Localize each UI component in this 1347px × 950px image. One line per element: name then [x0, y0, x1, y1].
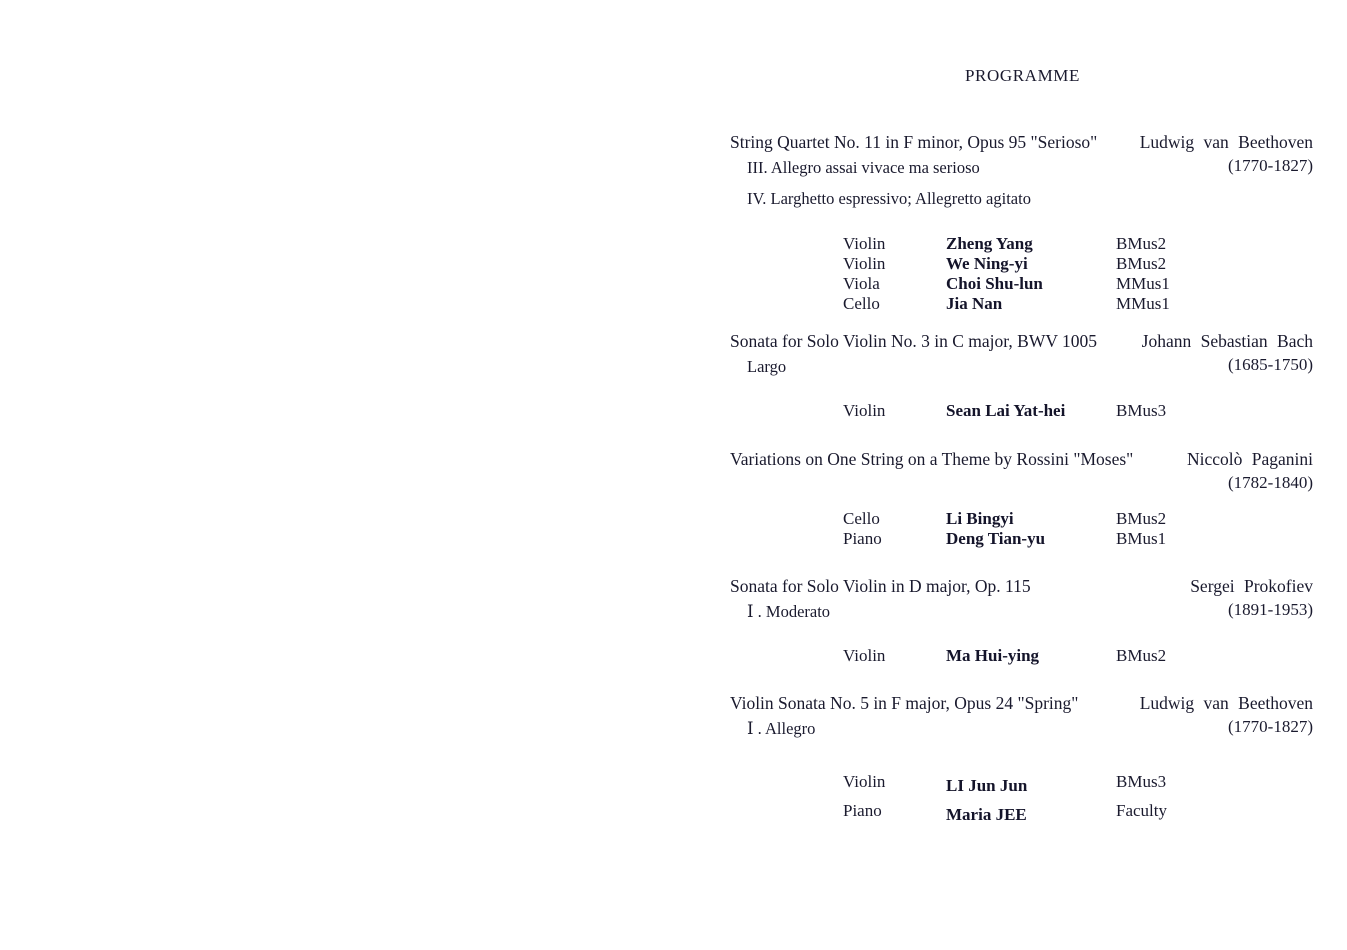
- piece-title: Sonata for Solo Violin No. 3 in C major,…: [730, 331, 1098, 351]
- performer-name: LI Jun Jun: [946, 776, 1028, 795]
- programme-item: Sonata for Solo Violin No. 3 in C major,…: [730, 331, 1315, 420]
- programme-item: Variations on One String on a Theme by R…: [730, 449, 1315, 548]
- performer-degree: MMus1: [1116, 294, 1170, 313]
- composer-name: Ludwig van Beethoven: [1139, 132, 1313, 152]
- performer-row: Violin Zheng Yang BMus2: [730, 234, 1315, 254]
- performer-row: Violin We Ning-yi BMus2: [730, 254, 1315, 274]
- performer-name: Choi Shu-lun: [946, 274, 1043, 293]
- programme-item: String Quartet No. 11 in F minor, Opus 9…: [730, 132, 1315, 313]
- performer-instrument: Cello: [843, 509, 880, 528]
- performer-list: Violin Sean Lai Yat-hei BMus3: [730, 401, 1315, 421]
- performer-instrument: Violin: [843, 234, 886, 253]
- composer-name: Johann Sebastian Bach: [1141, 331, 1313, 351]
- composer-dates: (1685-1750): [1228, 355, 1313, 374]
- performer-degree: BMus2: [1116, 234, 1167, 253]
- piece-title: String Quartet No. 11 in F minor, Opus 9…: [730, 132, 1098, 152]
- performer-instrument: Violin: [843, 772, 886, 791]
- performer-row: Piano Maria JEE Faculty: [730, 801, 1315, 830]
- performer-row: Violin LI Jun Jun BMus3: [730, 772, 1315, 801]
- performer-instrument: Piano: [843, 801, 882, 820]
- performer-row: Violin Ma Hui-ying BMus2: [730, 646, 1315, 666]
- composer-block: Johann Sebastian Bach (1685-1750): [1142, 331, 1313, 375]
- movement-line: Ⅰ . Allegro: [747, 719, 816, 738]
- piece-title: Violin Sonata No. 5 in F major, Opus 24 …: [730, 693, 1079, 713]
- piece-header: Sonata for Solo Violin No. 3 in C major,…: [730, 331, 1315, 374]
- composer-dates: (1782-1840): [1228, 473, 1313, 492]
- composer-block: Sergei Prokofiev (1891-1953): [1190, 576, 1313, 620]
- performer-name: Ma Hui-ying: [946, 646, 1040, 665]
- performer-instrument: Violin: [843, 254, 886, 273]
- performer-row: Violin Sean Lai Yat-hei BMus3: [730, 401, 1315, 421]
- programme-item: Violin Sonata No. 5 in F major, Opus 24 …: [730, 693, 1315, 824]
- piece-header: Violin Sonata No. 5 in F major, Opus 24 …: [730, 693, 1315, 736]
- piece-title: Variations on One String on a Theme by R…: [730, 449, 1134, 469]
- performer-row: Cello Li Bingyi BMus2: [730, 509, 1315, 529]
- performer-list: Violin Ma Hui-ying BMus2: [730, 646, 1315, 666]
- page-title: PROGRAMME: [965, 66, 1080, 85]
- piece-header: Sonata for Solo Violin in D major, Op. 1…: [730, 576, 1315, 619]
- performer-name: We Ning-yi: [946, 254, 1028, 273]
- composer-dates: (1891-1953): [1228, 600, 1313, 619]
- composer-name: Sergei Prokofiev: [1190, 576, 1313, 596]
- performer-degree: BMus1: [1116, 529, 1167, 548]
- composer-name: Ludwig van Beethoven: [1139, 693, 1313, 713]
- performer-list: Violin Zheng Yang BMus2 Violin We Ning-y…: [730, 234, 1315, 314]
- performer-degree: BMus2: [1116, 509, 1167, 528]
- composer-name: Niccolò Paganini: [1186, 449, 1313, 469]
- movement-line: III. Allegro assai vivace ma serioso: [747, 158, 980, 177]
- performer-degree: BMus2: [1116, 254, 1167, 273]
- piece-title: Sonata for Solo Violin in D major, Op. 1…: [730, 576, 1031, 596]
- performer-instrument: Cello: [843, 294, 880, 313]
- piece-header: Variations on One String on a Theme by R…: [730, 449, 1315, 492]
- composer-block: Ludwig van Beethoven (1770-1827): [1140, 132, 1313, 176]
- performer-degree: Faculty: [1116, 801, 1167, 820]
- performer-instrument: Violin: [843, 646, 886, 665]
- programme-item: Sonata for Solo Violin in D major, Op. 1…: [730, 576, 1315, 665]
- movement-line: Largo: [747, 357, 787, 376]
- performer-name: Zheng Yang: [946, 234, 1033, 253]
- performer-name: Li Bingyi: [946, 509, 1014, 528]
- piece-header: String Quartet No. 11 in F minor, Opus 9…: [730, 132, 1315, 175]
- performer-degree: MMus1: [1116, 274, 1170, 293]
- performer-list: Cello Li Bingyi BMus2 Piano Deng Tian-yu…: [730, 509, 1315, 549]
- performer-instrument: Piano: [843, 529, 882, 548]
- performer-name: Sean Lai Yat-hei: [946, 401, 1066, 420]
- performer-instrument: Violin: [843, 401, 886, 420]
- programme-page: PROGRAMME String Quartet No. 11 in F min…: [730, 0, 1315, 950]
- performer-row: Cello Jia Nan MMus1: [730, 294, 1315, 314]
- movement-line: Ⅰ . Moderato: [747, 602, 831, 621]
- performer-name: Jia Nan: [946, 294, 1003, 313]
- performer-degree: BMus3: [1116, 772, 1167, 791]
- performer-degree: BMus3: [1116, 401, 1167, 420]
- movement-line: IV. Larghetto espressivo; Allegretto agi…: [747, 189, 1031, 208]
- performer-degree: BMus2: [1116, 646, 1167, 665]
- performer-row: Viola Choi Shu-lun MMus1: [730, 274, 1315, 294]
- performer-list: Violin LI Jun Jun BMus3 Piano Maria JEE …: [730, 772, 1315, 830]
- performer-name: Deng Tian-yu: [946, 529, 1046, 548]
- performer-instrument: Viola: [843, 274, 880, 293]
- composer-dates: (1770-1827): [1228, 717, 1313, 736]
- composer-block: Ludwig van Beethoven (1770-1827): [1140, 693, 1313, 737]
- composer-dates: (1770-1827): [1228, 156, 1313, 175]
- performer-row: Piano Deng Tian-yu BMus1: [730, 529, 1315, 549]
- performer-name: Maria JEE: [946, 805, 1027, 824]
- composer-block: Niccolò Paganini (1782-1840): [1187, 449, 1313, 493]
